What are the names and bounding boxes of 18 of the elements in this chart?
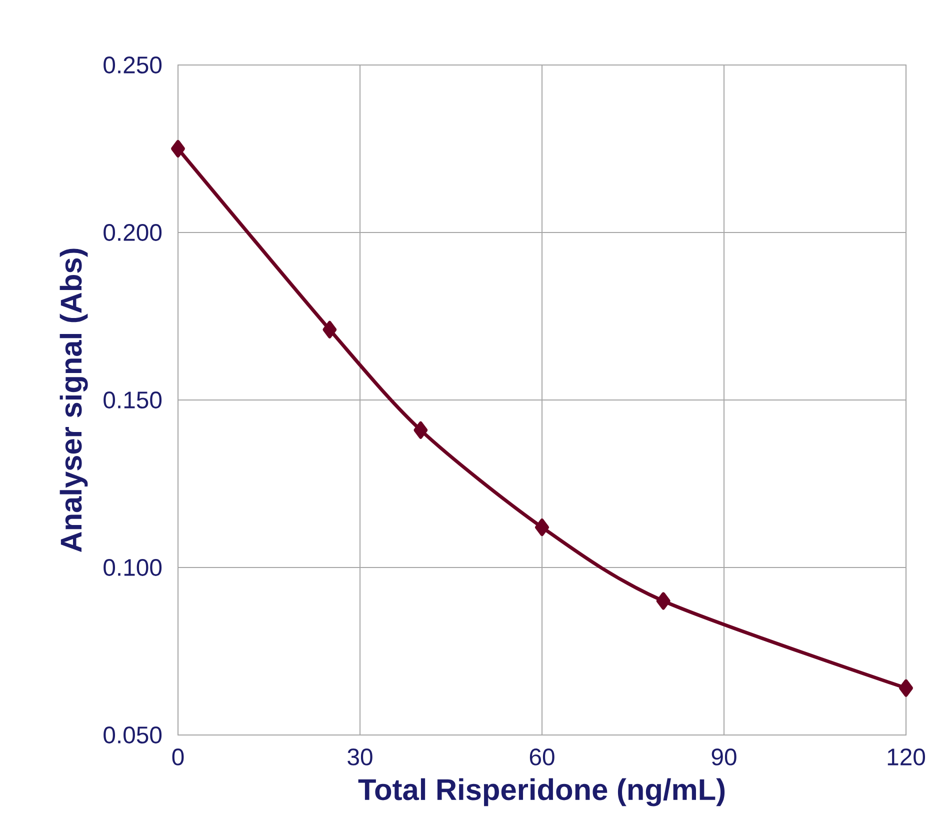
y-tick-label: 0.200 xyxy=(104,224,162,241)
x-tick-label: 60 xyxy=(530,748,554,766)
point xyxy=(322,320,337,338)
point xyxy=(899,679,914,697)
x-tick-label: 0 xyxy=(172,748,184,766)
x-tick-label: 120 xyxy=(888,748,926,766)
y-axis-title: Analyser signal (Abs) xyxy=(60,248,88,552)
x-tick-label: 30 xyxy=(348,748,372,766)
y-tick-label: 0.100 xyxy=(104,559,162,576)
y-tick-label: 0.250 xyxy=(104,56,162,74)
x-axis-title: Total Risperidone (ng/mL) xyxy=(358,778,725,806)
point xyxy=(535,518,550,536)
y-tick-label: 0.150 xyxy=(104,392,162,408)
x-tick-label: 90 xyxy=(712,748,736,766)
point xyxy=(414,421,428,439)
point xyxy=(171,140,186,158)
y-tick-label: 0.050 xyxy=(104,726,162,744)
point xyxy=(656,592,670,610)
